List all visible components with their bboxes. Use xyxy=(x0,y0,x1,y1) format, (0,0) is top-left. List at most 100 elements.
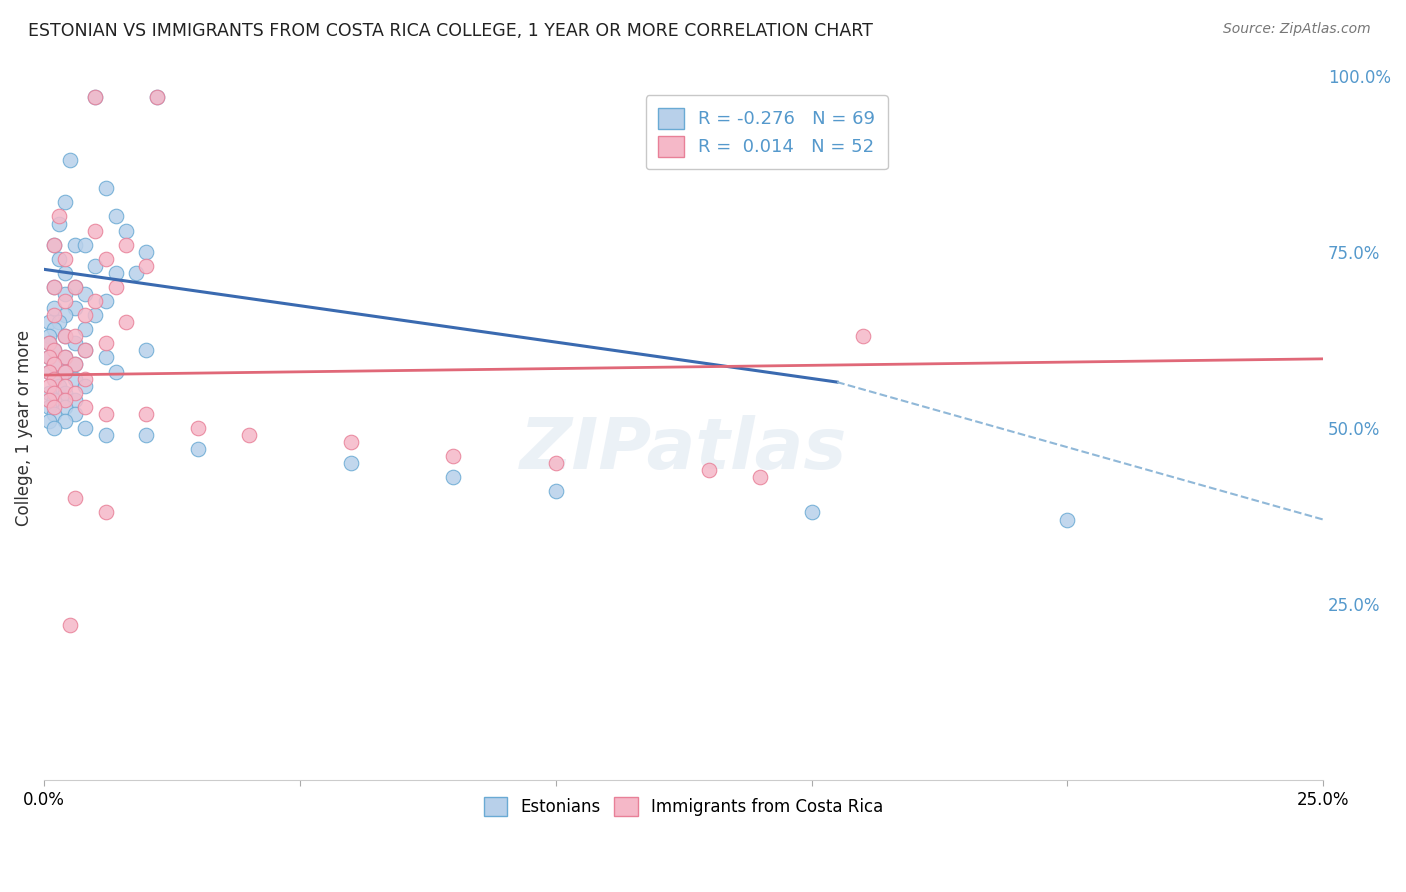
Point xyxy=(38,315,60,329)
Point xyxy=(63,392,86,407)
Point xyxy=(53,414,76,428)
Point xyxy=(84,223,107,237)
Point xyxy=(38,336,60,351)
Point xyxy=(73,343,96,358)
Point xyxy=(749,470,772,484)
Point xyxy=(44,371,66,385)
Text: ESTONIAN VS IMMIGRANTS FROM COSTA RICA COLLEGE, 1 YEAR OR MORE CORRELATION CHART: ESTONIAN VS IMMIGRANTS FROM COSTA RICA C… xyxy=(28,22,873,40)
Point xyxy=(44,237,66,252)
Point xyxy=(852,329,875,343)
Point xyxy=(1056,512,1078,526)
Point xyxy=(44,343,66,358)
Point xyxy=(63,280,86,294)
Point xyxy=(145,89,167,103)
Point xyxy=(53,329,76,343)
Point xyxy=(44,358,66,372)
Point xyxy=(44,280,66,294)
Point xyxy=(38,385,60,400)
Point xyxy=(38,365,60,379)
Point xyxy=(104,210,127,224)
Point xyxy=(63,301,86,315)
Point xyxy=(63,358,86,372)
Point xyxy=(63,385,86,400)
Point xyxy=(44,308,66,322)
Point xyxy=(115,223,138,237)
Point xyxy=(104,266,127,280)
Point xyxy=(44,322,66,336)
Point xyxy=(63,371,86,385)
Point xyxy=(38,351,60,365)
Point xyxy=(53,378,76,392)
Point xyxy=(84,308,107,322)
Point xyxy=(63,237,86,252)
Point xyxy=(441,449,464,463)
Point xyxy=(145,89,167,103)
Point xyxy=(53,287,76,301)
Point xyxy=(73,400,96,414)
Point xyxy=(44,280,66,294)
Point xyxy=(53,365,76,379)
Point xyxy=(63,491,86,506)
Point xyxy=(38,392,60,407)
Point xyxy=(73,237,96,252)
Point xyxy=(38,400,60,414)
Point xyxy=(94,506,117,520)
Point xyxy=(53,308,76,322)
Point xyxy=(84,89,107,103)
Point xyxy=(73,378,96,392)
Y-axis label: College, 1 year or more: College, 1 year or more xyxy=(15,330,32,526)
Point xyxy=(53,400,76,414)
Point xyxy=(73,287,96,301)
Point xyxy=(63,336,86,351)
Point xyxy=(53,252,76,266)
Point xyxy=(44,301,66,315)
Point xyxy=(44,385,66,400)
Point xyxy=(84,293,107,308)
Point xyxy=(104,365,127,379)
Legend: Estonians, Immigrants from Costa Rica: Estonians, Immigrants from Costa Rica xyxy=(475,789,891,825)
Point xyxy=(94,252,117,266)
Point xyxy=(115,315,138,329)
Point xyxy=(44,400,66,414)
Point xyxy=(135,259,157,273)
Point xyxy=(63,358,86,372)
Point xyxy=(544,456,567,470)
Point xyxy=(94,293,117,308)
Point xyxy=(73,343,96,358)
Point xyxy=(115,237,138,252)
Point xyxy=(53,351,76,365)
Point xyxy=(53,195,76,210)
Point xyxy=(340,456,363,470)
Point xyxy=(53,266,76,280)
Point xyxy=(135,244,157,259)
Point xyxy=(53,351,76,365)
Text: ZIPatlas: ZIPatlas xyxy=(520,415,848,483)
Point xyxy=(38,365,60,379)
Point xyxy=(135,343,157,358)
Point xyxy=(544,484,567,499)
Point xyxy=(53,385,76,400)
Point xyxy=(44,371,66,385)
Point xyxy=(63,280,86,294)
Point xyxy=(340,435,363,450)
Point xyxy=(84,259,107,273)
Point xyxy=(800,506,823,520)
Point xyxy=(94,181,117,195)
Point xyxy=(44,392,66,407)
Point xyxy=(48,378,70,392)
Point xyxy=(238,428,260,442)
Point xyxy=(94,336,117,351)
Point xyxy=(94,351,117,365)
Point xyxy=(48,210,70,224)
Point xyxy=(44,421,66,435)
Text: Source: ZipAtlas.com: Source: ZipAtlas.com xyxy=(1223,22,1371,37)
Point xyxy=(44,407,66,421)
Point xyxy=(104,280,127,294)
Point xyxy=(94,407,117,421)
Point xyxy=(697,463,720,477)
Point xyxy=(53,365,76,379)
Point xyxy=(38,414,60,428)
Point xyxy=(73,371,96,385)
Point xyxy=(38,329,60,343)
Point xyxy=(94,428,117,442)
